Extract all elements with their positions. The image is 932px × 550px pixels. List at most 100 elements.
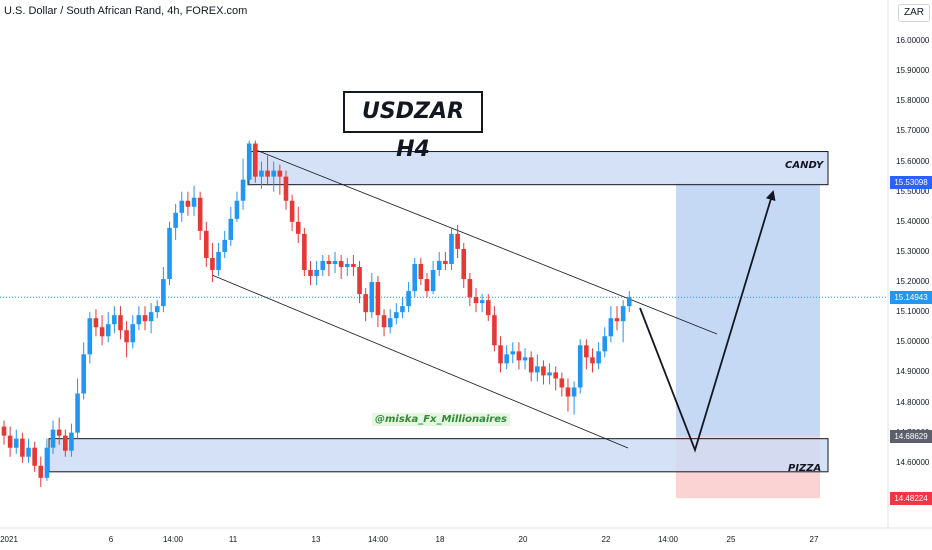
- candle: [449, 227, 454, 271]
- candle: [87, 312, 93, 364]
- candle-body: [228, 218, 234, 240]
- candle-body: [375, 282, 381, 316]
- candle: [492, 306, 497, 352]
- candle: [473, 288, 479, 313]
- candle: [185, 191, 191, 216]
- channel-upper-line: [255, 149, 718, 335]
- candle-body: [185, 200, 191, 207]
- candle-body: [412, 263, 418, 292]
- candle-body: [504, 354, 509, 364]
- y-tick-label: 15.50000: [896, 186, 930, 196]
- candle: [246, 140, 252, 186]
- candle: [56, 417, 62, 445]
- candle-body: [608, 318, 614, 337]
- candle-body: [430, 270, 436, 292]
- x-tick-label: 25: [726, 535, 736, 544]
- candle: [528, 351, 534, 382]
- candle: [584, 339, 589, 370]
- x-tick-label: 11: [228, 535, 238, 544]
- supply-zone: [247, 151, 829, 186]
- candle: [430, 260, 436, 295]
- candle: [7, 426, 13, 457]
- candle-body: [130, 324, 136, 343]
- candle-body: [56, 429, 62, 436]
- candle: [69, 423, 74, 457]
- candle-body: [93, 318, 99, 328]
- candle: [565, 378, 571, 412]
- candle-body: [13, 438, 19, 448]
- candle-body: [535, 366, 540, 373]
- y-tick-label: 15.90000: [896, 66, 930, 76]
- candle: [559, 372, 565, 397]
- candle: [75, 378, 80, 439]
- symbol-title: U.S. Dollar / South African Rand, 4h, FO…: [4, 5, 248, 17]
- y-tick-label: 14.80000: [896, 397, 930, 407]
- y-tick-label: 16.00000: [896, 36, 930, 46]
- candle-body: [492, 315, 497, 346]
- supply-zone-label: CANDY: [785, 160, 824, 171]
- candle: [20, 432, 25, 463]
- candle: [332, 251, 338, 274]
- candle: [197, 191, 203, 240]
- candle: [498, 336, 503, 373]
- candle-body: [271, 170, 277, 177]
- candle-body: [614, 318, 620, 322]
- x-tick-label: 6: [108, 535, 114, 544]
- candle-body: [105, 324, 111, 337]
- candle-body: [449, 233, 454, 264]
- candle: [424, 273, 430, 298]
- candle: [535, 354, 540, 382]
- candle-body: [191, 197, 197, 207]
- projection-path[interactable]: [639, 190, 776, 453]
- candle-body: [461, 248, 467, 280]
- candle: [590, 348, 595, 373]
- y-tick-label: 14.60000: [896, 457, 930, 467]
- candle-body: [357, 267, 362, 295]
- candle: [136, 306, 142, 331]
- candle-body: [173, 212, 178, 228]
- candle-body: [295, 221, 301, 234]
- x-tick-label: 14:00: [657, 535, 679, 544]
- candle: [26, 438, 31, 463]
- candle-body: [455, 233, 460, 249]
- candle-body: [154, 306, 160, 313]
- author-tag: @miska_Fx_Millionaires: [372, 413, 510, 426]
- candle-body: [326, 260, 332, 264]
- candle-body: [541, 366, 546, 376]
- candle: [308, 260, 313, 286]
- candle-body: [320, 260, 326, 271]
- candle-body: [584, 345, 589, 358]
- y-tick-label: 15.60000: [896, 156, 930, 166]
- candle: [400, 297, 405, 319]
- descending-channel[interactable]: [211, 149, 718, 449]
- candle: [277, 164, 283, 195]
- candle-body: [424, 279, 430, 292]
- x-tick-label: 20: [518, 535, 528, 544]
- candle-body: [75, 393, 80, 433]
- candle: [1, 420, 7, 445]
- candle-body: [571, 387, 577, 397]
- candle-body: [436, 260, 442, 271]
- candle: [436, 251, 442, 277]
- candle: [344, 257, 350, 277]
- candle: [283, 170, 289, 210]
- candle: [363, 288, 368, 322]
- candle: [375, 276, 381, 328]
- candle: [118, 306, 123, 340]
- candle-body: [406, 291, 411, 307]
- candle-body: [87, 318, 93, 355]
- candle: [50, 420, 56, 454]
- y-tick-label: 15.10000: [896, 307, 930, 317]
- currency-button[interactable]: ZAR: [898, 4, 930, 22]
- candle: [314, 260, 319, 286]
- candle: [259, 161, 264, 189]
- candle-body: [314, 270, 319, 277]
- current-price-tag: 15.14943: [890, 290, 932, 304]
- candle-body: [124, 330, 129, 343]
- candle-body: [118, 315, 123, 331]
- candle-body: [112, 315, 117, 325]
- candle: [253, 140, 258, 183]
- demand-zone-label: PIZZA: [788, 463, 822, 474]
- stop-price-tag: 14.48224: [890, 491, 932, 505]
